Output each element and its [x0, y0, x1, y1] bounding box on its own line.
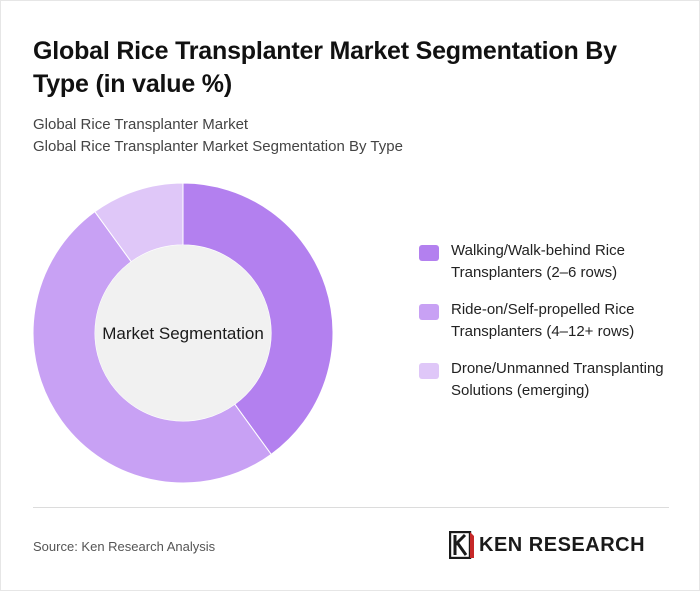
chart-title: Global Rice Transplanter Market Segmenta…: [33, 37, 617, 98]
legend-label-3: Drone/Unmanned Transplanting Solutions (…: [451, 360, 664, 399]
breadcrumb: Global Rice Transplanter Market Global R…: [33, 114, 673, 158]
donut-svg: [32, 182, 334, 484]
legend-label-1: Walking/Walk-behind Rice Transplanters (…: [451, 242, 625, 281]
ken-research-logo-icon: [448, 530, 474, 560]
breadcrumb-item-segmentation: Global Rice Transplanter Market Segmenta…: [33, 138, 403, 155]
source-note: Source: Ken Research Analysis: [33, 539, 216, 554]
legend-label-2: Ride-on/Self-propelled Rice Transplanter…: [451, 301, 635, 340]
donut-center-label: Market Segmentation: [102, 324, 264, 343]
breadcrumb-item-market: Global Rice Transplanter Market: [33, 116, 249, 133]
donut-center: [95, 245, 271, 421]
ken-research-logo-text: KEN RESEARCH: [479, 534, 646, 556]
legend-item-2[interactable]: Ride-on/Self-propelled Rice Transplanter…: [419, 299, 689, 343]
legend-item-3[interactable]: Drone/Unmanned Transplanting Solutions (…: [419, 358, 689, 402]
legend-swatch-2: [419, 304, 439, 320]
legend-swatch-3: [419, 363, 439, 379]
chart-legend: Walking/Walk-behind Rice Transplanters (…: [419, 240, 689, 417]
legend-swatch-1: [419, 245, 439, 261]
legend-item-1[interactable]: Walking/Walk-behind Rice Transplanters (…: [419, 240, 689, 284]
ken-research-logo: KEN RESEARCH: [448, 530, 671, 560]
footer-divider: [33, 507, 669, 508]
donut-chart: Market Segmentation: [1, 161, 381, 501]
